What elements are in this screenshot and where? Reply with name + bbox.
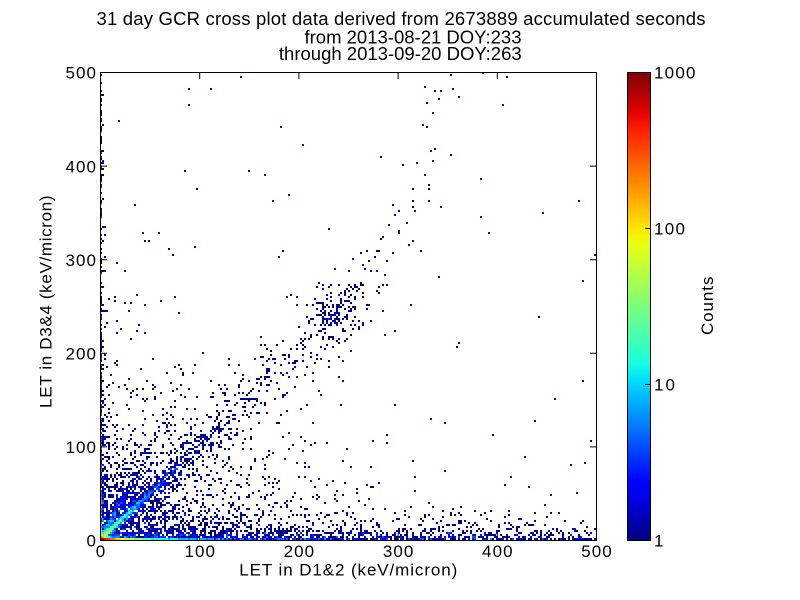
svg-text:100: 100 [184, 542, 215, 561]
svg-text:200: 200 [284, 542, 315, 561]
svg-text:1000: 1000 [654, 64, 696, 83]
svg-text:from 2013-08-21 DOY:233: from 2013-08-21 DOY:233 [305, 26, 522, 47]
svg-text:1: 1 [654, 532, 663, 551]
svg-text:0: 0 [87, 532, 96, 551]
svg-text:through 2013-09-20 DOY:263: through 2013-09-20 DOY:263 [279, 43, 522, 64]
svg-text:400: 400 [66, 157, 97, 176]
svg-text:100: 100 [66, 438, 97, 457]
svg-text:300: 300 [66, 251, 97, 270]
svg-text:500: 500 [581, 542, 612, 561]
svg-text:300: 300 [383, 542, 414, 561]
svg-text:100: 100 [654, 220, 685, 239]
svg-text:31 day GCR cross plot data der: 31 day GCR cross plot data derived from … [97, 8, 706, 29]
svg-text:LET in D1&2 (keV/micron): LET in D1&2 (keV/micron) [239, 560, 457, 579]
svg-text:500: 500 [66, 64, 97, 83]
svg-text:200: 200 [66, 345, 97, 364]
svg-text:0: 0 [96, 542, 105, 561]
svg-text:LET in D3&4 (keV/micron): LET in D3&4 (keV/micron) [37, 195, 56, 408]
svg-text:10: 10 [654, 376, 675, 395]
svg-text:Counts: Counts [698, 277, 717, 336]
svg-text:400: 400 [482, 542, 513, 561]
